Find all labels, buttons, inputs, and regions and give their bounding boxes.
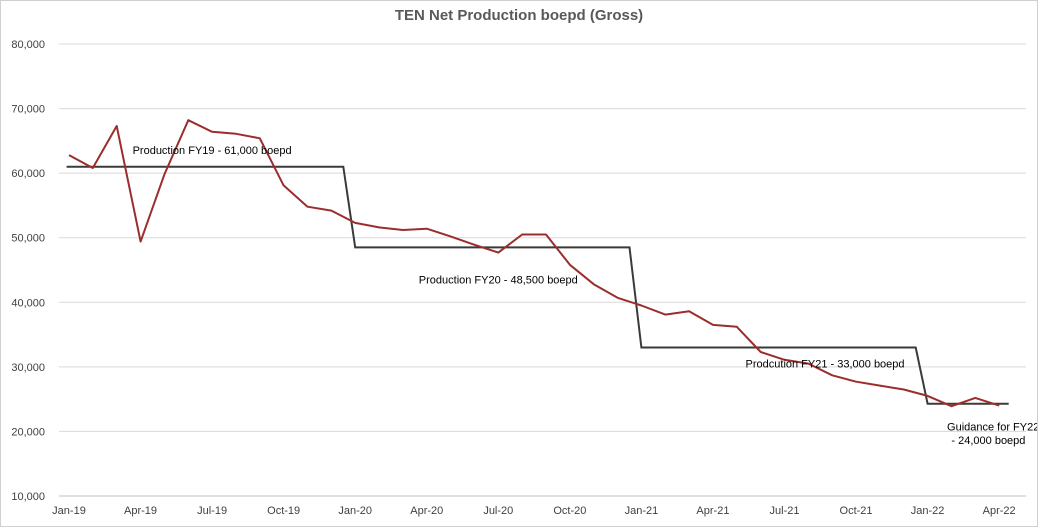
y-tick-label: 60,000 [11, 168, 45, 180]
annotation-label: Guidance for FY22 [947, 421, 1037, 433]
x-tick-label: Jul-19 [197, 505, 227, 517]
x-tick-label: Jan-19 [52, 505, 86, 517]
x-tick-label: Apr-22 [983, 505, 1016, 517]
x-tick-label: Oct-21 [840, 505, 873, 517]
x-tick-label: Jan-22 [911, 505, 945, 517]
y-tick-label: 10,000 [11, 491, 45, 503]
x-tick-label: Apr-21 [696, 505, 729, 517]
annotation-label: Production FY20 - 48,500 boepd [419, 275, 578, 287]
x-tick-label: Jan-20 [338, 505, 372, 517]
y-tick-label: 80,000 [11, 39, 45, 51]
series-line-monthly-production [68, 119, 1000, 408]
y-tick-label: 40,000 [11, 297, 45, 309]
x-tick-label: Oct-19 [267, 505, 300, 517]
x-tick-label: Apr-19 [124, 505, 157, 517]
annotation-label: Prodcution FY21 - 33,000 boepd [746, 359, 905, 371]
annotation-label: Production FY19 - 61,000 boepd [133, 145, 292, 157]
y-tick-label: 20,000 [11, 426, 45, 438]
x-tick-label: Jan-21 [625, 505, 659, 517]
y-tick-label: 70,000 [11, 104, 45, 116]
chart-title: TEN Net Production boepd (Gross) [394, 7, 644, 24]
annotation-label: - 24,000 boepd [951, 435, 1025, 447]
y-tick-label: 50,000 [11, 233, 45, 245]
y-tick-label: 30,000 [11, 362, 45, 374]
x-tick-label: Jul-21 [770, 505, 800, 517]
x-tick-label: Jul-20 [483, 505, 513, 517]
x-tick-label: Oct-20 [553, 505, 586, 517]
x-tick-label: Apr-20 [410, 505, 443, 517]
